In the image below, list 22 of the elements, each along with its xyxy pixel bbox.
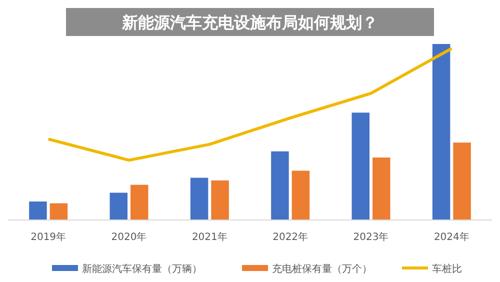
x-tick-label: 2020年 bbox=[111, 231, 147, 243]
bar bbox=[292, 170, 310, 220]
bar bbox=[352, 112, 370, 220]
x-tick-label: 2024年 bbox=[434, 231, 470, 243]
bar bbox=[50, 203, 68, 220]
x-tick-label: 2023年 bbox=[353, 231, 389, 243]
legend-label: 充电桩保有量（万个） bbox=[272, 263, 372, 275]
bar bbox=[190, 178, 208, 220]
legend-label: 新能源汽车保有量（万辆） bbox=[82, 263, 202, 275]
x-tick-label: 2019年 bbox=[30, 231, 66, 243]
bar bbox=[130, 184, 148, 220]
bar bbox=[271, 151, 289, 220]
bar bbox=[110, 192, 128, 220]
x-tick-label: 2021年 bbox=[192, 231, 228, 243]
bar bbox=[211, 180, 229, 220]
bar bbox=[372, 158, 390, 220]
x-tick-label: 2022年 bbox=[272, 231, 308, 243]
legend-label: 车桩比 bbox=[432, 263, 462, 275]
bar bbox=[453, 142, 471, 220]
chart-title: 新能源汽车充电设施布局如何规划？ bbox=[121, 13, 378, 32]
bar bbox=[29, 202, 47, 220]
bar bbox=[432, 44, 450, 220]
